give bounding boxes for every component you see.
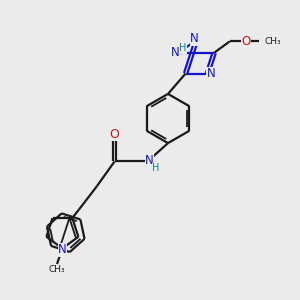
Text: N: N	[190, 32, 199, 45]
Text: O: O	[110, 128, 119, 141]
Text: N: N	[145, 154, 154, 167]
Text: N: N	[171, 46, 180, 59]
Text: O: O	[242, 35, 251, 48]
Text: N: N	[207, 67, 215, 80]
Text: H: H	[179, 43, 187, 53]
Text: CH₃: CH₃	[49, 266, 65, 274]
Text: N: N	[58, 243, 67, 256]
Text: H: H	[152, 163, 160, 173]
Text: CH₃: CH₃	[264, 37, 281, 46]
